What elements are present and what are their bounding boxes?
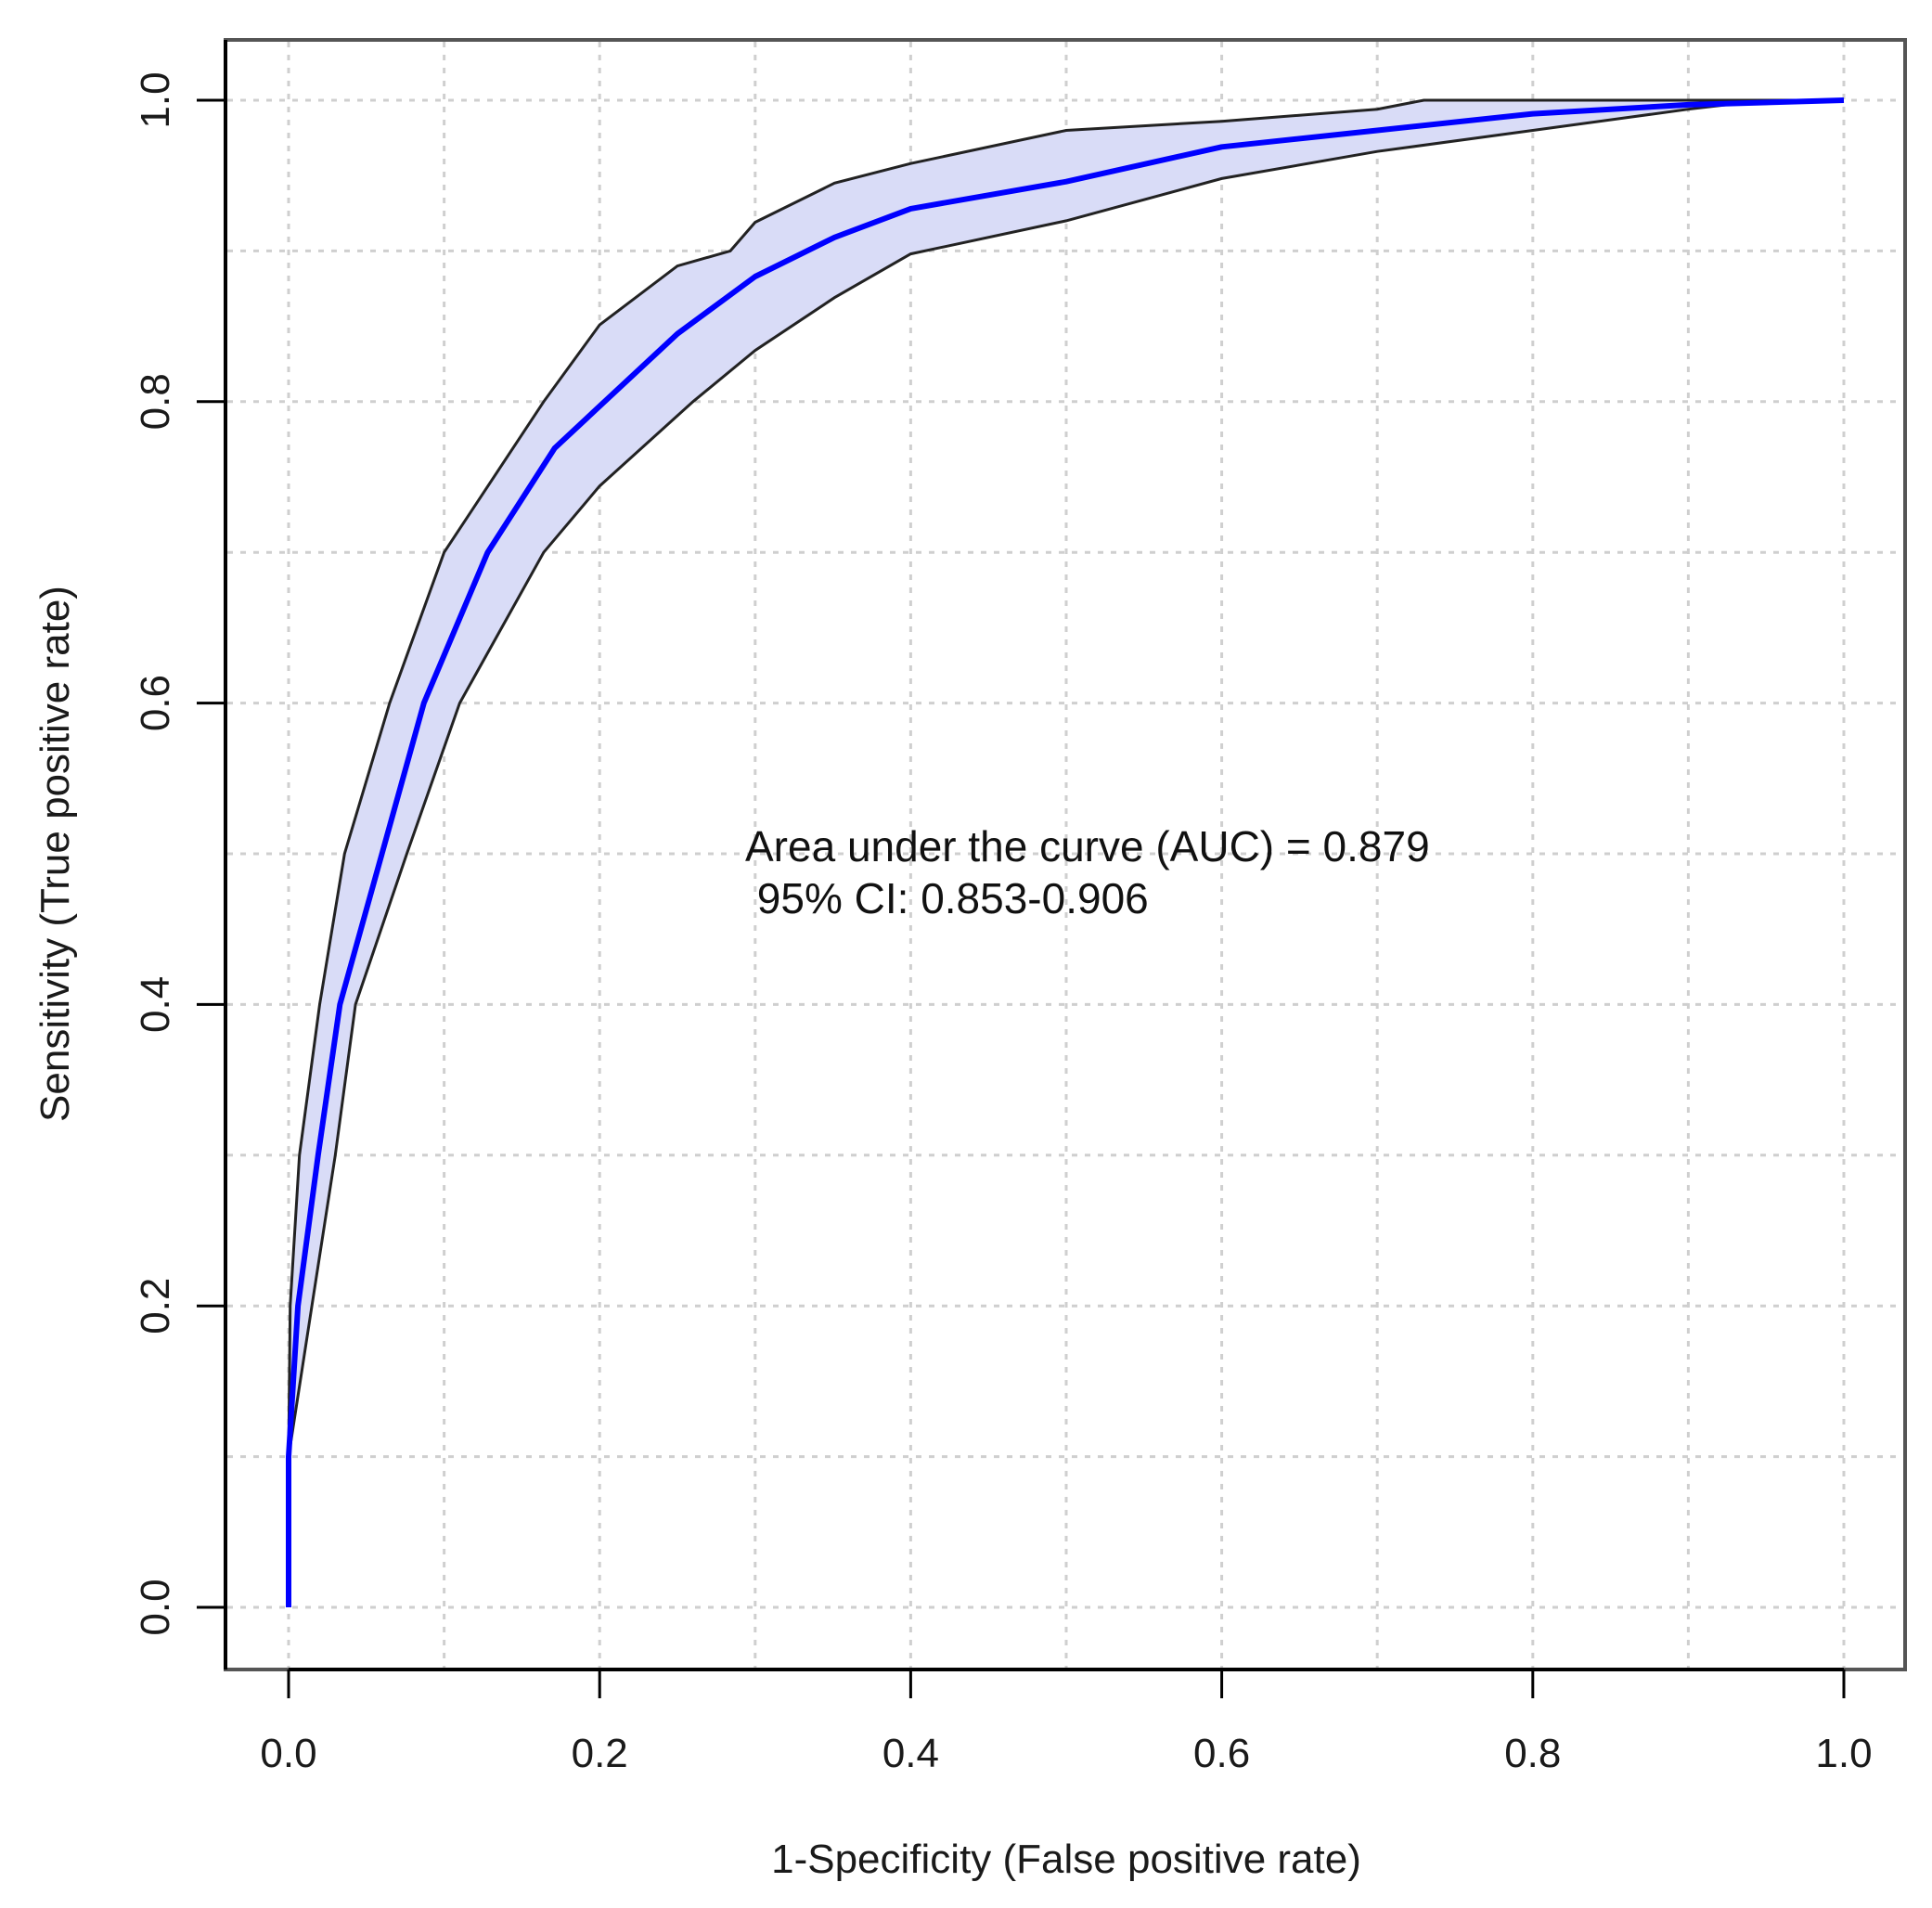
y-tick-label: 0.0	[133, 1579, 178, 1635]
y-axis-title: Sensitivity (True positive rate)	[32, 586, 78, 1122]
ci-upper-line	[287, 98, 1844, 1607]
x-tick-label: 0.8	[1504, 1731, 1561, 1776]
x-axis-title: 1-Specificity (False positive rate)	[771, 1837, 1361, 1882]
auc-annotation: Area under the curve (AUC) = 0.879	[745, 822, 1430, 870]
x-tick-label: 0.2	[572, 1731, 628, 1776]
y-tick-label: 0.4	[133, 976, 178, 1033]
roc-curve	[286, 97, 1845, 1607]
y-axis-ticks: 0.0 0.2 0.4 0.6 0.8 1.0	[133, 71, 225, 1636]
y-tick-label: 1.0	[133, 71, 178, 128]
ci-lower-line	[287, 98, 1844, 1607]
y-tick-label: 0.2	[133, 1278, 178, 1334]
x-tick-label: 0.4	[882, 1731, 939, 1776]
x-axis-ticks: 0.0 0.2 0.4 0.6 0.8 1.0	[260, 1670, 1873, 1776]
x-tick-label: 0.6	[1193, 1731, 1250, 1776]
ci-annotation: 95% CI: 0.853-0.906	[745, 874, 1149, 922]
y-tick-label: 0.6	[133, 675, 178, 731]
x-tick-label: 1.0	[1815, 1731, 1872, 1776]
x-tick-label: 0.0	[260, 1731, 316, 1776]
y-tick-label: 0.8	[133, 373, 178, 430]
